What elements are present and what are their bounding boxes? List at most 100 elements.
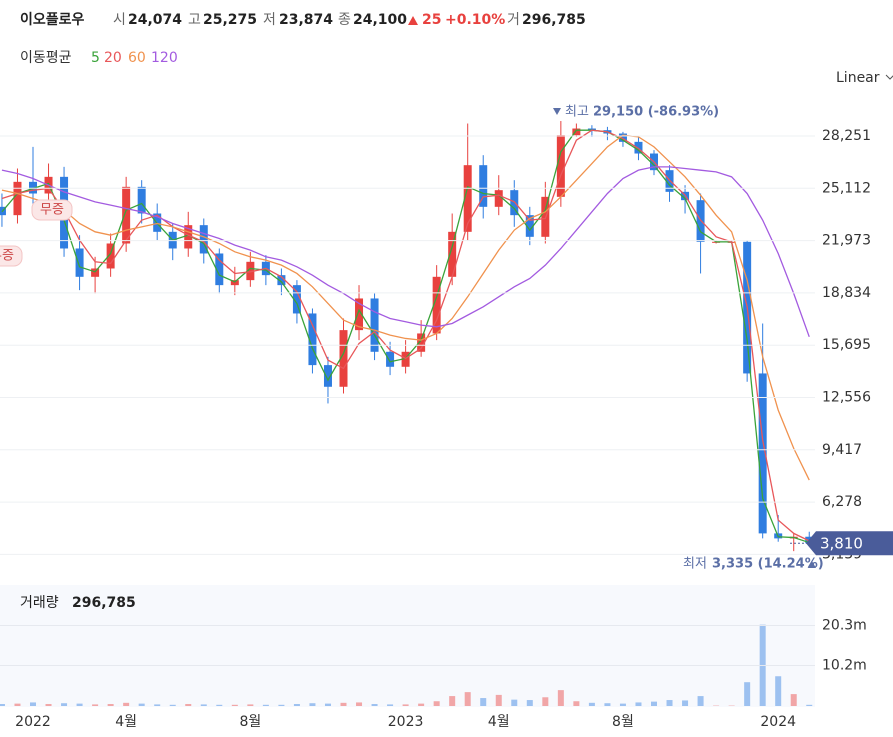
y-tick-label: 6,278 [822,494,862,510]
volume-bar [309,703,316,706]
volume-bar [433,701,440,706]
volume-bar [216,704,223,706]
event-badge [0,245,23,267]
candle-body [246,261,255,281]
candle-body [29,181,37,194]
volume-bar [293,704,300,706]
candle-body [556,135,565,197]
volume-bar [169,704,176,706]
event-label: 무증 [0,249,14,264]
volume-bar [200,704,207,706]
volume-bar [806,704,813,706]
y-tick-label: 25,112 [822,180,871,196]
candle-body [13,181,22,216]
volume-bar [0,704,5,706]
x-tick-label: 4월 [115,714,137,730]
volume-bar [744,682,751,706]
volume-bar [247,704,254,706]
volume-bar [619,703,626,706]
x-tick-label: 2022 [15,714,51,730]
volume-bar [324,703,331,706]
volume-bar [449,696,456,706]
volume-bar [418,703,425,706]
field-label: 고 [188,12,201,28]
volume-title: 거래량 [20,595,59,611]
price-tag [806,531,893,556]
volume-bar [682,700,689,706]
x-tick-label: 8월 [612,714,634,730]
up-arrow [408,16,418,25]
volume-bar [262,704,269,706]
volume-bar [107,704,114,706]
low-label: 최저 [683,557,707,572]
volume-bar [588,702,595,706]
volume-bar [340,702,347,706]
chevron[interactable] [885,74,893,80]
candle-body [323,365,332,387]
candle-body [75,248,84,277]
volume-bar [464,692,471,706]
volume-bar [526,700,533,706]
candle-body [122,186,131,244]
volume-panel [0,585,815,707]
volume-bar [557,690,564,706]
candle-body [91,268,100,277]
volume-bar [604,703,611,706]
y-tick-label: 20.3m [822,617,867,633]
y-tick-label: 10.2m [822,658,867,674]
volume-bar [635,702,642,706]
candle-body [572,128,581,136]
candle-body [386,351,395,367]
candle-body [184,225,193,249]
moving-average [1,129,810,542]
candle-body [448,231,457,277]
volume-bar [278,704,285,706]
x-tick-label: 8월 [239,714,261,730]
volume-bar [790,694,797,706]
volume-bar [185,704,192,706]
volume-bar [123,702,130,706]
volume-bar [371,704,378,706]
event-badge [31,199,73,221]
volume-bar [666,700,673,706]
legend-entry: 60 [128,50,146,66]
candle-body [339,330,348,387]
field-value: 24,074 [128,12,182,28]
y-tick-label: 18,834 [822,285,871,301]
scale-select[interactable]: Linear [836,70,880,86]
volume-last: 296,785 [72,595,136,611]
volume-bar [542,697,549,706]
candle-body [106,243,115,269]
volume-bar [511,699,518,706]
candle-body [355,298,364,331]
candle-body [479,165,488,207]
plot: 무증무증 [0,121,814,552]
volume-bar [14,703,21,706]
volume-bar [480,698,487,706]
candle-body [634,141,643,154]
event-label: 무증 [40,203,64,218]
change: 25 [422,12,441,28]
volume-bar [61,703,68,706]
legend-entry: 5 [91,50,100,66]
volume-bar [402,704,409,706]
candle-body [215,253,224,286]
volume-bar [231,704,238,706]
change-pct: +0.10% [445,12,505,28]
volume-bar [651,701,657,706]
volume-bar [92,704,99,706]
x-tick-label: 4월 [488,714,510,730]
high-text: 29,150 (-86.93%) [593,105,719,120]
field-label: 종 [338,12,351,28]
candle-body [230,280,239,286]
field-value: 25,275 [203,12,257,28]
y-tick-label: 28,251 [822,128,871,144]
volume-bar [495,694,502,706]
volume-bar [697,696,704,706]
y-tick-label: 15,695 [822,337,871,353]
volume-bar [387,704,394,706]
candle-body [199,225,208,254]
candle-body [494,190,503,207]
y-tick-label: 21,973 [822,233,871,249]
